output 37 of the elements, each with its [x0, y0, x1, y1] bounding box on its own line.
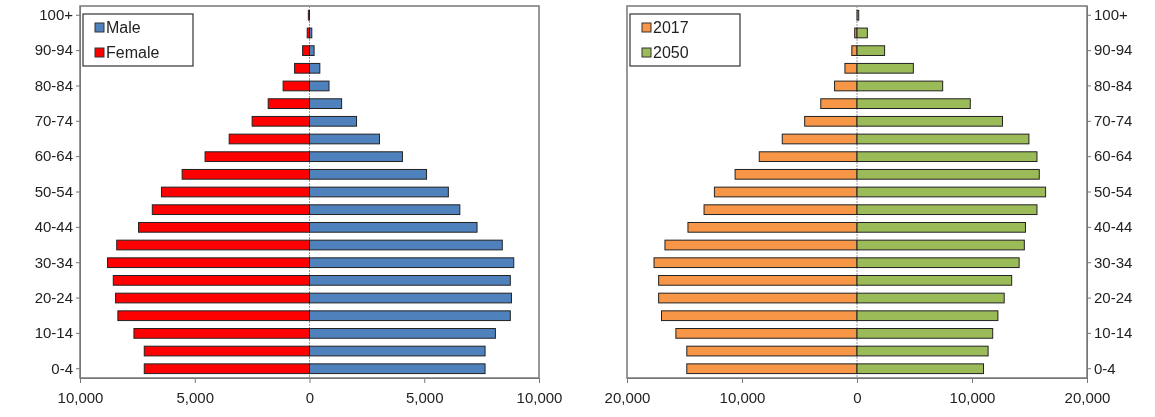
y-tick-label: 10-14 [34, 324, 73, 342]
y-tick-label: 10-14 [1094, 324, 1133, 342]
y-tick-label: 20-24 [34, 288, 73, 306]
x-tick-label: 10,000 [516, 388, 563, 406]
y-tick-label: 50-54 [1094, 182, 1133, 200]
y-tick-label: 90-94 [34, 41, 73, 59]
y-tick-label: 0-4 [51, 359, 73, 377]
x-tick-label: 5,000 [176, 388, 215, 406]
y-tick-label: 70-74 [34, 112, 73, 130]
y-tick-label: 0-4 [1094, 359, 1116, 377]
y-tick-label: 50-54 [34, 182, 73, 200]
y-tick-label: 80-84 [1094, 76, 1133, 94]
y-tick-label: 70-74 [1094, 112, 1133, 130]
y-tick-label: 80-84 [34, 76, 73, 94]
legend-label: Male [106, 19, 141, 36]
y-tick-label: 60-64 [34, 147, 73, 165]
y-tick-label: 30-34 [34, 253, 73, 271]
x-tick-label: 20,000 [1064, 388, 1111, 406]
x-tick-label: 20,000 [604, 388, 651, 406]
y-tick-label: 60-64 [1094, 147, 1133, 165]
x-tick-label: 5,000 [405, 388, 444, 406]
y-tick-label: 100+ [1094, 6, 1129, 24]
y-tick-label: 20-24 [1094, 288, 1133, 306]
y-tick-label: 30-34 [1094, 253, 1133, 271]
x-tick-label: 0 [853, 388, 862, 406]
y-tick-label: 90-94 [1094, 41, 1133, 59]
y-tick-label: 40-44 [34, 218, 73, 236]
x-tick-label: 10,000 [719, 388, 766, 406]
bar [856, 27, 868, 39]
x-tick-label: 0 [305, 388, 315, 406]
legend-label: Female [106, 44, 160, 61]
x-tick-label: 10,000 [949, 388, 996, 406]
y-tick-label: 40-44 [1094, 218, 1133, 236]
x-tick-label: 10,000 [57, 388, 104, 406]
y-tick-label: 100+ [39, 6, 74, 24]
legend-label: 2017 [653, 19, 689, 36]
legend-label: 2050 [653, 44, 689, 61]
